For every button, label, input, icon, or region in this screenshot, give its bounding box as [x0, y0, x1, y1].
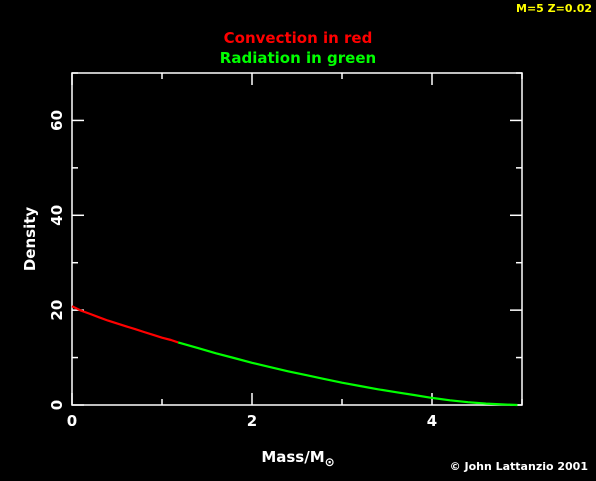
x-axis-label: Mass/M⊙ [261, 448, 334, 469]
x-tick-label: 0 [67, 412, 77, 430]
x-axis-label-text: Mass/M [261, 448, 324, 466]
y-tick-label: 0 [48, 400, 66, 410]
y-axis-label: Density [21, 207, 39, 272]
credit-text: © John Lattanzio 2001 [450, 460, 588, 473]
y-tick-label: 60 [48, 110, 66, 131]
solar-symbol-icon: ⊙ [325, 455, 335, 469]
model-label: M=5 Z=0.02 [516, 2, 592, 15]
data-series [71, 305, 518, 407]
y-tick-label: 20 [48, 300, 66, 321]
y-tick-label: 40 [48, 205, 66, 226]
axis-ticks [71, 72, 523, 406]
x-tick-label: 4 [427, 412, 437, 430]
chart-subtitle: Radiation in green [220, 49, 376, 67]
plot-frame [71, 72, 523, 406]
chart-title: Convection in red [224, 29, 373, 47]
radiation-series-line [177, 341, 518, 407]
x-tick-label: 2 [247, 412, 257, 430]
convection-series-line [71, 305, 179, 344]
